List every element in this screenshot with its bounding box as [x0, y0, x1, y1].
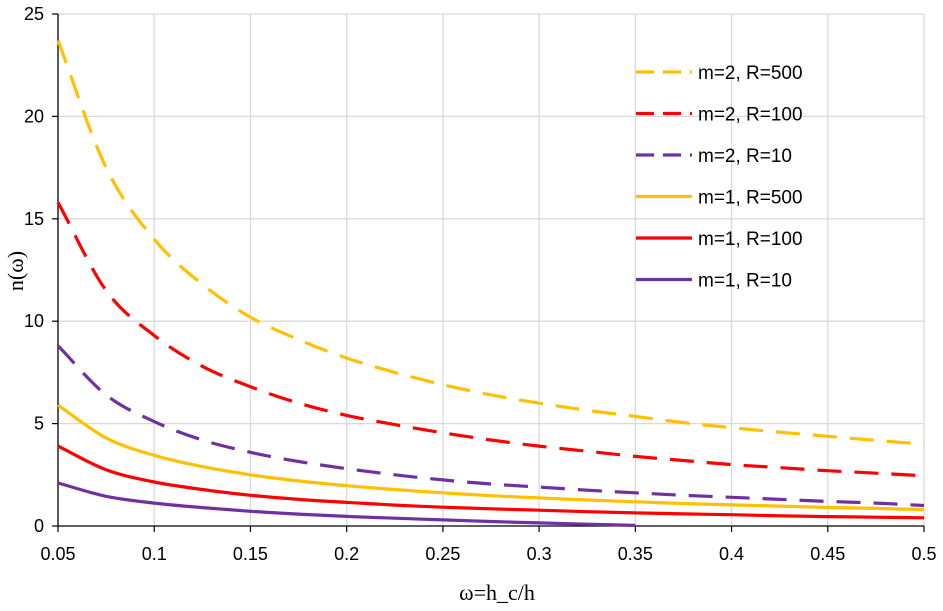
y-tick-label: 20 — [24, 106, 44, 126]
series-line-m-2-r-100 — [56, 201, 925, 478]
x-axis-label: ω=h_c/h — [459, 580, 535, 605]
y-tick-label: 5 — [34, 414, 44, 434]
x-tick-label: 0.5 — [911, 544, 936, 564]
series-line-m-2-r-10 — [56, 344, 925, 508]
series-line-m-1-r-100 — [57, 444, 925, 520]
legend: m=2, R=500 m=2, R=100 m=2, R=10 m=1, R=500 m… — [636, 63, 803, 292]
y-tick-label: 25 — [24, 4, 44, 24]
x-tick-label: 0.15 — [233, 544, 268, 564]
x-tick-label: 0.1 — [142, 544, 167, 564]
x-tick-label: 0.35 — [618, 544, 653, 564]
legend-label: m=2, R=100 — [698, 105, 803, 126]
series-line-m-1-r-500 — [57, 403, 925, 512]
x-tick-label: 0.25 — [425, 544, 460, 564]
y-tick-labels: 0 5 10 15 20 25 — [24, 4, 44, 536]
y-axis-label: n(ω) — [3, 251, 28, 291]
legend-label: m=1, R=100 — [698, 229, 803, 250]
series-line-m-1-r-10 — [57, 481, 636, 527]
legend-label: m=2, R=500 — [698, 63, 803, 84]
y-tick-label: 15 — [24, 209, 44, 229]
x-tick-label: 0.4 — [719, 544, 744, 564]
legend-label: m=1, R=500 — [698, 188, 803, 209]
x-tick-label: 0.05 — [40, 544, 75, 564]
y-tick-label: 10 — [24, 311, 44, 331]
x-tick-label: 0.3 — [527, 544, 552, 564]
axes — [52, 13, 925, 532]
y-tick-label: 0 — [34, 516, 44, 536]
series-line-m-2-r-500 — [56, 40, 925, 446]
series-lines — [56, 40, 925, 527]
x-tick-label: 0.45 — [810, 544, 845, 564]
grid-lines — [58, 13, 925, 526]
x-tick-label: 0.2 — [334, 544, 359, 564]
legend-label: m=2, R=10 — [698, 146, 792, 167]
x-tick-labels: 0.05 0.1 0.15 0.2 0.25 0.3 0.35 0.4 0.45 0.5 — [40, 544, 936, 564]
legend-label: m=1, R=10 — [698, 271, 792, 292]
